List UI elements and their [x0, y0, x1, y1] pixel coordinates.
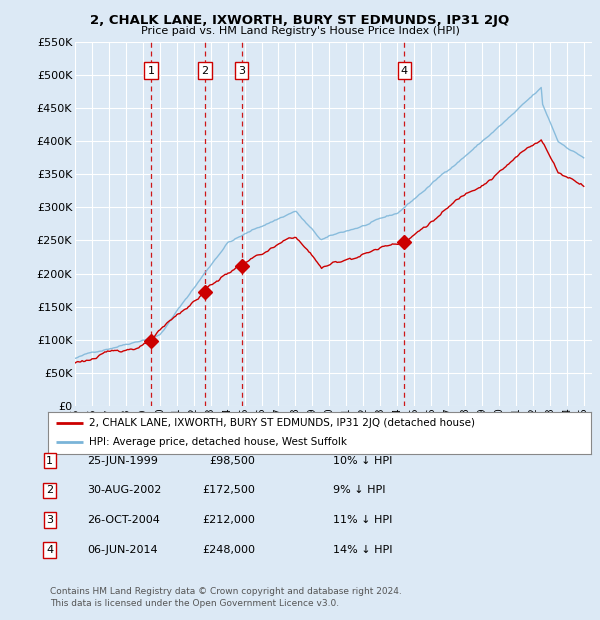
- Text: HPI: Average price, detached house, West Suffolk: HPI: Average price, detached house, West…: [89, 438, 347, 448]
- Text: Price paid vs. HM Land Registry's House Price Index (HPI): Price paid vs. HM Land Registry's House …: [140, 26, 460, 36]
- Text: 25-JUN-1999: 25-JUN-1999: [87, 456, 158, 466]
- Text: £172,500: £172,500: [202, 485, 255, 495]
- Text: 4: 4: [401, 66, 408, 76]
- Text: This data is licensed under the Open Government Licence v3.0.: This data is licensed under the Open Gov…: [50, 598, 339, 608]
- Text: 26-OCT-2004: 26-OCT-2004: [87, 515, 160, 525]
- Text: 2: 2: [202, 66, 208, 76]
- Text: 2, CHALK LANE, IXWORTH, BURY ST EDMUNDS, IP31 2JQ (detached house): 2, CHALK LANE, IXWORTH, BURY ST EDMUNDS,…: [89, 418, 475, 428]
- Text: 3: 3: [238, 66, 245, 76]
- Text: 1: 1: [46, 456, 53, 466]
- Text: 3: 3: [46, 515, 53, 525]
- Text: 2: 2: [46, 485, 53, 495]
- Text: 10% ↓ HPI: 10% ↓ HPI: [333, 456, 392, 466]
- Text: 06-JUN-2014: 06-JUN-2014: [87, 545, 158, 555]
- Text: £248,000: £248,000: [202, 545, 255, 555]
- Text: £98,500: £98,500: [209, 456, 255, 466]
- Text: 30-AUG-2002: 30-AUG-2002: [87, 485, 161, 495]
- Text: 2, CHALK LANE, IXWORTH, BURY ST EDMUNDS, IP31 2JQ: 2, CHALK LANE, IXWORTH, BURY ST EDMUNDS,…: [91, 14, 509, 27]
- Text: 9% ↓ HPI: 9% ↓ HPI: [333, 485, 386, 495]
- Text: 1: 1: [148, 66, 154, 76]
- Text: 11% ↓ HPI: 11% ↓ HPI: [333, 515, 392, 525]
- Text: 4: 4: [46, 545, 53, 555]
- Text: 14% ↓ HPI: 14% ↓ HPI: [333, 545, 392, 555]
- Text: Contains HM Land Registry data © Crown copyright and database right 2024.: Contains HM Land Registry data © Crown c…: [50, 587, 401, 596]
- Text: £212,000: £212,000: [202, 515, 255, 525]
